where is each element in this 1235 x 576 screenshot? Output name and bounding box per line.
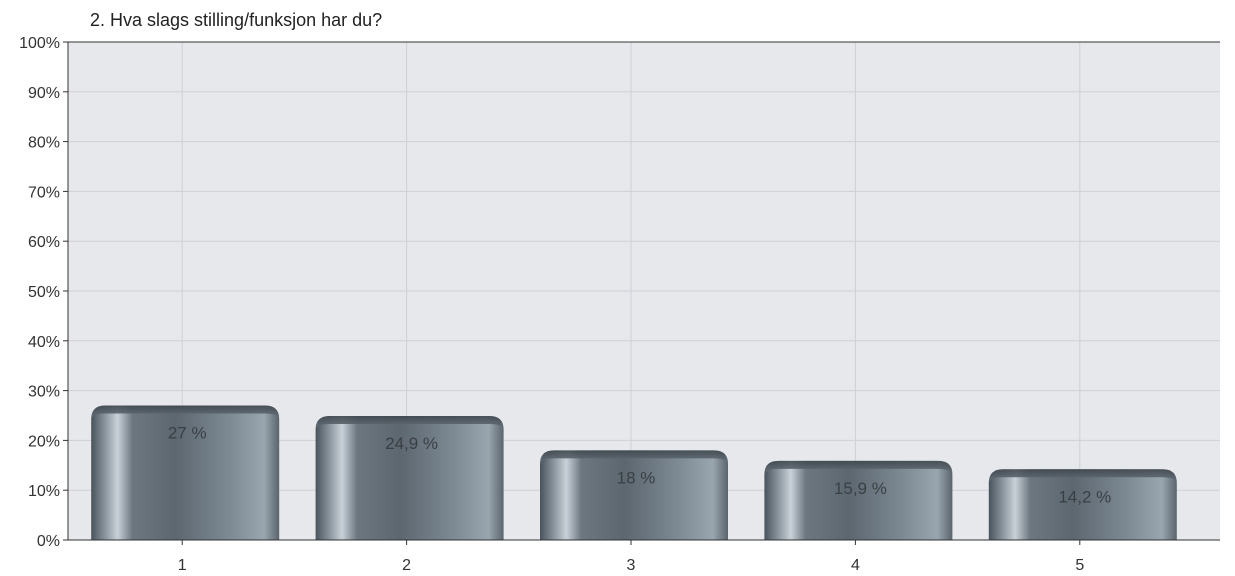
bar (540, 450, 728, 540)
bar-body (315, 415, 504, 540)
data-label: 24,9 % (385, 434, 438, 453)
x-tick-labels: 1 2 3 4 5 (178, 557, 1085, 574)
data-label: 18 % (617, 468, 656, 487)
bar (91, 405, 280, 540)
x-tick-label: 5 (1075, 557, 1084, 574)
y-tick-label: 40% (28, 334, 60, 351)
bar-body (540, 450, 728, 540)
bars (91, 405, 1177, 540)
y-tick-label: 90% (28, 85, 60, 102)
bar (764, 460, 953, 540)
y-tick-label: 50% (28, 284, 60, 301)
bar (988, 469, 1177, 540)
y-tick-label: 0% (37, 533, 60, 550)
data-label: 15,9 % (834, 479, 887, 498)
data-label: 27 % (168, 424, 207, 443)
bar (315, 415, 504, 540)
bar-cap (540, 450, 728, 465)
y-tick-label: 60% (28, 234, 60, 251)
y-tick-label: 10% (28, 483, 60, 500)
data-labels: 27 % 24,9 % 18 % 15,9 % 14,2 % (168, 424, 1111, 507)
x-tick-label: 2 (402, 557, 411, 574)
y-tick-labels: 0% 10% 20% 30% 40% 50% 60% 70% 80% 90% 100% (19, 35, 60, 550)
x-tick-label: 1 (178, 557, 187, 574)
bar-body (91, 405, 280, 540)
data-label: 14,2 % (1058, 487, 1111, 506)
bar-cap (315, 415, 504, 430)
bar-cap (91, 405, 280, 420)
chart-title: 2. Hva slags stilling/funksjon har du? (90, 10, 382, 30)
bar-body (764, 460, 953, 540)
y-tick-label: 100% (19, 35, 60, 52)
y-tick-label: 70% (28, 184, 60, 201)
bar-cap (988, 469, 1177, 484)
x-tick-label: 4 (851, 557, 860, 574)
bar-body (988, 469, 1177, 540)
y-tick-label: 20% (28, 433, 60, 450)
x-tick-label: 3 (627, 557, 636, 574)
y-tick-label: 80% (28, 135, 60, 152)
bar-cap (764, 460, 953, 475)
y-tick-label: 30% (28, 384, 60, 401)
axes (63, 41, 1220, 545)
